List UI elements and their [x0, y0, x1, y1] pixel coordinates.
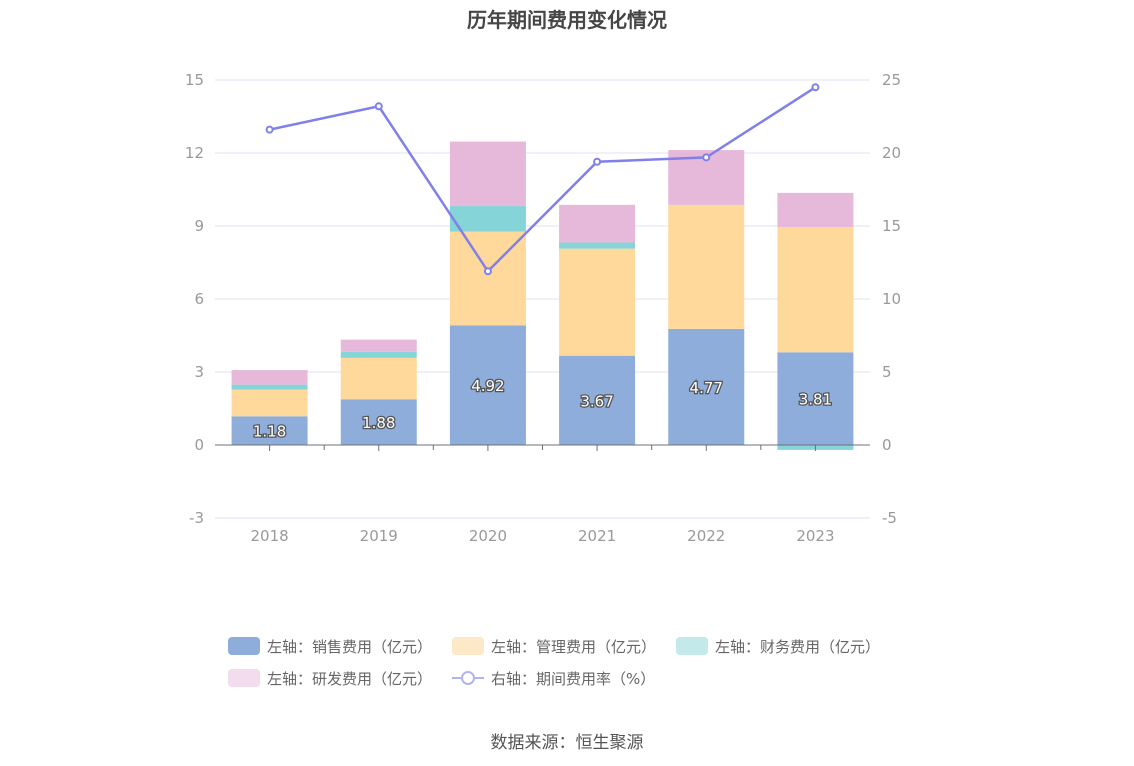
legend-label-admin: 左轴：管理费用（亿元）	[491, 637, 657, 656]
legend-swatch-admin	[452, 637, 485, 655]
bar-segment-rnd	[231, 370, 308, 385]
legend-swatch-sales	[228, 637, 260, 655]
bar-segment-sales	[231, 416, 308, 445]
bar-value-label: 4.77	[690, 379, 723, 397]
x-tick-label: 2022	[687, 527, 725, 545]
bar-segment-finance	[231, 384, 308, 390]
bar-segment-sales	[668, 328, 745, 445]
legend-item-admin[interactable]: 左轴：管理费用（亿元）	[452, 636, 656, 657]
bar-segment-rnd	[777, 192, 854, 227]
y-left-tick-label: 15	[185, 71, 204, 89]
legend-swatch-finance	[676, 637, 709, 655]
source-note: 数据来源：恒生聚源	[490, 733, 644, 753]
y-right-tick-label: 5	[882, 363, 892, 381]
legend-item-rate[interactable]: 右轴：期间费用率（%）	[452, 668, 655, 689]
legend: 左轴：销售费用（亿元） 左轴：管理费用（亿元） 左轴：财务费用（亿元） 左轴：研…	[228, 630, 928, 694]
legend-line-icon	[452, 671, 485, 685]
legend-item-rnd[interactable]: 左轴：研发费用（亿元）	[228, 668, 432, 689]
legend-label-rnd: 左轴：研发费用（亿元）	[267, 669, 433, 688]
legend-swatch-rnd	[228, 669, 260, 687]
legend-label-rate: 右轴：期间费用率（%）	[491, 669, 656, 688]
bar-segment-finance	[449, 206, 526, 232]
bar-segment-admin	[340, 357, 417, 400]
y-right-tick-label: 15	[882, 217, 901, 235]
y-right-tick-label: -5	[882, 509, 897, 527]
bar-value-label: 1.88	[362, 414, 395, 432]
rate-line-point	[374, 102, 383, 111]
legend-label-sales: 左轴：销售费用（亿元）	[267, 637, 433, 656]
y-left-tick-label: 9	[194, 217, 204, 235]
bar-segment-admin	[559, 248, 636, 356]
bar-segment-finance	[559, 242, 636, 249]
data-labels: 1.18 1.88 4.92 3.67 4.77 3.81	[252, 376, 834, 442]
bar-value-label: 3.81	[799, 391, 832, 409]
y-left-tick-label: 3	[194, 363, 204, 381]
legend-item-sales[interactable]: 左轴：销售费用（亿元）	[228, 636, 432, 657]
bar-segment-admin	[668, 204, 745, 329]
bar-segment-sales	[777, 352, 854, 445]
rate-line-point	[483, 267, 492, 276]
bar-value-label: 4.92	[471, 377, 504, 395]
x-tick-label: 2023	[796, 527, 834, 545]
bar-segment-admin	[231, 389, 308, 417]
chart-plot: -3 0 3 6 9 12 15 -5 0 5 10 15 20 25 2018 2019 2020 2021 20…	[185, 71, 901, 545]
y-right-tick-label: 25	[882, 71, 901, 89]
bar-segment-rnd	[340, 339, 417, 352]
bar-segment-sales	[340, 399, 417, 445]
legend-item-finance[interactable]: 左轴：财务费用（亿元）	[676, 636, 880, 657]
legend-label-finance: 左轴：财务费用（亿元）	[715, 637, 881, 656]
rate-line-point	[702, 153, 711, 162]
y-left-tick-label: 0	[194, 436, 204, 454]
bar-segment-rnd	[449, 141, 526, 207]
grid-lines	[215, 79, 870, 519]
bar-segment-sales	[449, 325, 526, 445]
y-left-tick-label: 6	[194, 290, 204, 308]
y-left-tick-label: -3	[189, 509, 204, 527]
y-right-tick-label: 20	[882, 144, 901, 162]
x-tick-label: 2021	[578, 527, 616, 545]
rate-line-path	[269, 86, 817, 274]
y-right-tick-label: 10	[882, 290, 901, 308]
x-tick-label: 2018	[250, 527, 288, 545]
rate-line-point	[811, 83, 820, 92]
axes: -3 0 3 6 9 12 15 -5 0 5 10 15 20 25 2018 2019 2020 2021 20…	[185, 71, 901, 545]
chart-title: 历年期间费用变化情况	[467, 8, 667, 32]
bar-segment-finance	[340, 351, 417, 358]
y-right-tick-label: 0	[882, 436, 892, 454]
rate-line	[265, 83, 820, 276]
bars	[231, 141, 854, 450]
bar-segment-sales	[559, 355, 636, 445]
bar-segment-rnd	[559, 204, 636, 243]
bar-value-label: 1.18	[253, 423, 286, 441]
rate-line-point	[593, 157, 602, 166]
rate-line-point	[265, 125, 274, 134]
x-tick-label: 2020	[469, 527, 507, 545]
bar-segment-admin	[777, 226, 854, 353]
x-tick-label: 2019	[360, 527, 398, 545]
y-left-tick-label: 12	[185, 144, 204, 162]
bar-value-label: 3.67	[580, 392, 613, 410]
